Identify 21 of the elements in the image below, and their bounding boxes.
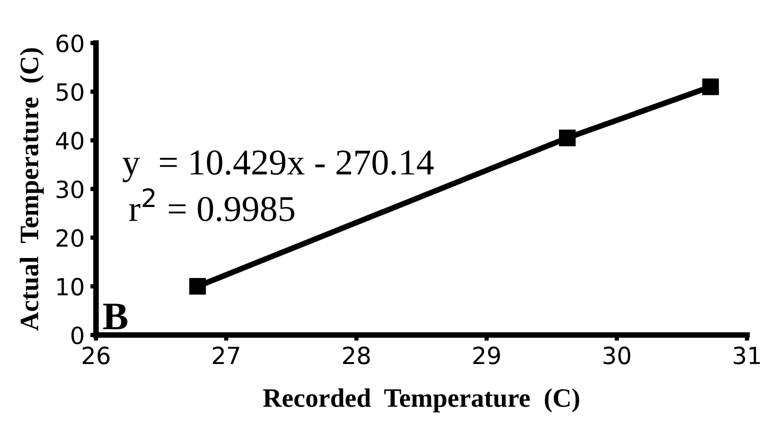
y-tick-label: 0 [71, 326, 84, 344]
x-tick-label: 30 [604, 346, 630, 364]
x-tick-label: 29 [473, 346, 500, 364]
point [702, 78, 719, 96]
y-tick-label: 50 [56, 83, 84, 101]
y-tick-label: 30 [56, 180, 84, 198]
point [189, 278, 206, 295]
x-tick-label: 27 [212, 346, 240, 364]
y-tick-label: 20 [56, 229, 84, 247]
annotation: r$^{2}$ = 0.9985 [129, 188, 294, 222]
y-tick-label: 10 [57, 278, 84, 296]
x-axis-title: Recorded Temperature (C) [263, 388, 580, 412]
x-tick-label: 28 [343, 346, 370, 364]
annotation: B [103, 304, 128, 330]
x-tick-label: 31 [734, 346, 760, 364]
y-tick-label: 60 [56, 34, 84, 52]
annotation: y = 10.429x - 270.14 [122, 150, 434, 182]
y-axis-title: Actual Temperature (C) [20, 48, 44, 331]
x-tick-label: 26 [82, 346, 110, 364]
y-tick-label: 40 [56, 132, 84, 150]
point [558, 130, 576, 146]
